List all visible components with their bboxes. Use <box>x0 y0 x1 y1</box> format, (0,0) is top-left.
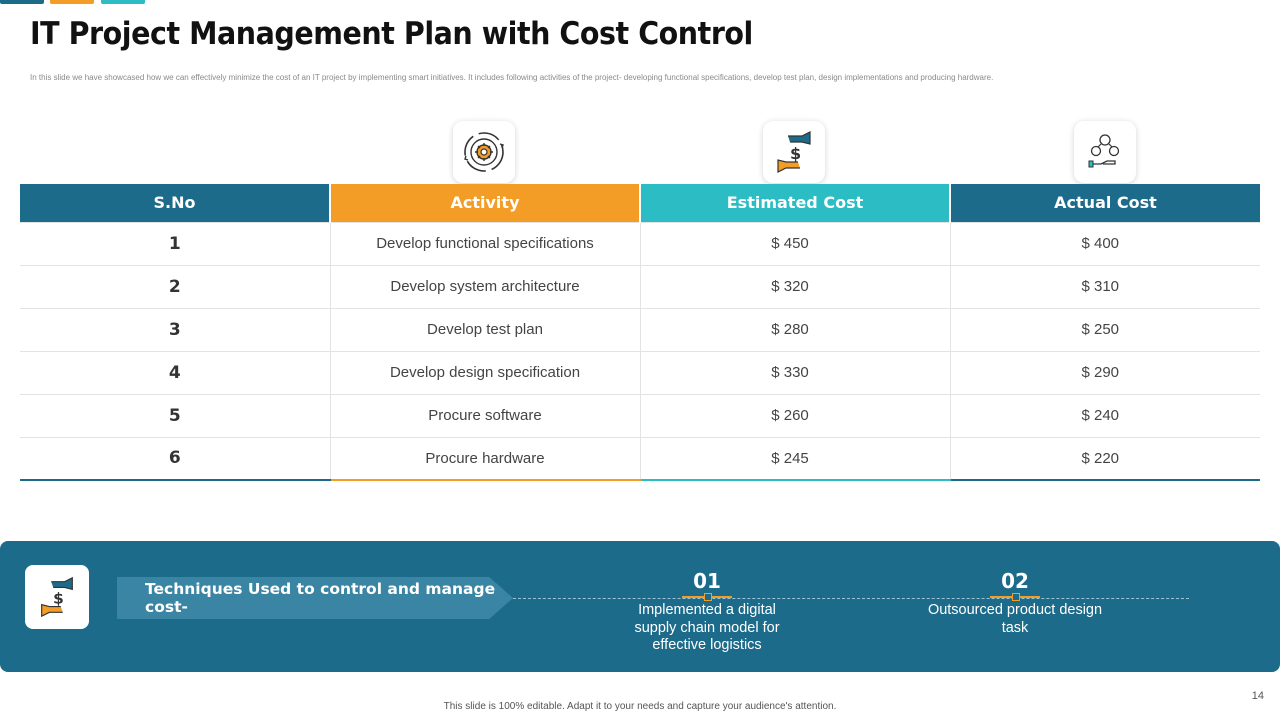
table-row: 3 Develop test plan $ 280 $ 250 <box>20 307 1260 351</box>
cell-sno: 6 <box>20 436 330 481</box>
accent-bar-blue <box>0 0 44 4</box>
money-exchange-icon: $ <box>777 131 811 173</box>
cell-estimated-cost: $ 245 <box>639 436 950 481</box>
cell-activity: Develop functional specifications <box>329 221 640 265</box>
timeline-dashed-line <box>513 598 1189 599</box>
table-row: 4 Develop design specification $ 330 $ 2… <box>20 350 1260 394</box>
accent-bar-orange <box>50 0 94 4</box>
step-text: Outsourced product design task <box>927 602 1103 636</box>
cell-sno: 1 <box>20 221 330 265</box>
estimated-cost-icon-badge: $ <box>763 121 825 183</box>
header-sno: S.No <box>20 184 330 222</box>
cell-activity: Develop test plan <box>329 307 640 351</box>
step-text: Implemented a digital supply chain model… <box>634 602 780 653</box>
activity-icon-badge <box>453 121 515 183</box>
techniques-label: Techniques Used to control and manage co… <box>145 580 496 616</box>
cell-actual-cost: $ 240 <box>949 393 1260 437</box>
cell-estimated-cost: $ 320 <box>639 264 950 308</box>
cell-activity: Procure hardware <box>329 436 640 481</box>
techniques-band: $ Techniques Used to control and manage … <box>0 541 1280 672</box>
techniques-icon-badge: $ <box>25 565 89 629</box>
slide-title: IT Project Management Plan with Cost Con… <box>30 16 753 52</box>
cell-estimated-cost: $ 280 <box>639 307 950 351</box>
cell-actual-cost: $ 290 <box>949 350 1260 394</box>
header-actual-cost: Actual Cost <box>949 184 1260 222</box>
cell-actual-cost: $ 220 <box>949 436 1260 481</box>
cost-management-icon <box>1088 134 1120 168</box>
step-number: 02 <box>1001 569 1029 593</box>
accent-bar-teal <box>101 0 145 4</box>
technique-step: 01 Implemented a digital supply chain mo… <box>617 569 797 655</box>
cell-actual-cost: $ 310 <box>949 264 1260 308</box>
cell-actual-cost: $ 250 <box>949 307 1260 351</box>
step-marker <box>682 593 732 601</box>
cell-sno: 4 <box>20 350 330 394</box>
cell-estimated-cost: $ 450 <box>639 221 950 265</box>
cell-estimated-cost: $ 260 <box>639 393 950 437</box>
step-number: 01 <box>693 569 721 593</box>
money-exchange-icon: $ <box>41 576 73 618</box>
table-row: 5 Procure software $ 260 $ 240 <box>20 393 1260 437</box>
header-activity: Activity <box>329 184 640 222</box>
gear-cycle-icon <box>464 132 504 172</box>
table-row: 1 Develop functional specifications $ 45… <box>20 221 1260 265</box>
cell-actual-cost: $ 400 <box>949 221 1260 265</box>
cell-activity: Procure software <box>329 393 640 437</box>
svg-text:$: $ <box>53 590 64 608</box>
technique-step: 02 Outsourced product design task <box>925 569 1105 637</box>
header-estimated-cost: Estimated Cost <box>639 184 950 222</box>
step-marker <box>990 593 1040 601</box>
cell-sno: 5 <box>20 393 330 437</box>
slide-footer: This slide is 100% editable. Adapt it to… <box>443 701 837 712</box>
cell-activity: Develop design specification <box>329 350 640 394</box>
table-row: 6 Procure hardware $ 245 $ 220 <box>20 436 1260 481</box>
slide-subtitle: In this slide we have showcased how we c… <box>30 73 994 82</box>
cell-sno: 3 <box>20 307 330 351</box>
actual-cost-icon-badge <box>1074 121 1136 183</box>
page-number: 14 <box>1251 690 1264 702</box>
cell-estimated-cost: $ 330 <box>639 350 950 394</box>
techniques-label-arrow: Techniques Used to control and manage co… <box>117 577 513 619</box>
cost-table: S.No Activity Estimated Cost Actual Cost… <box>20 184 1260 481</box>
table-row: 2 Develop system architecture $ 320 $ 31… <box>20 264 1260 308</box>
svg-text:$: $ <box>790 144 801 163</box>
cell-sno: 2 <box>20 264 330 308</box>
cell-activity: Develop system architecture <box>329 264 640 308</box>
